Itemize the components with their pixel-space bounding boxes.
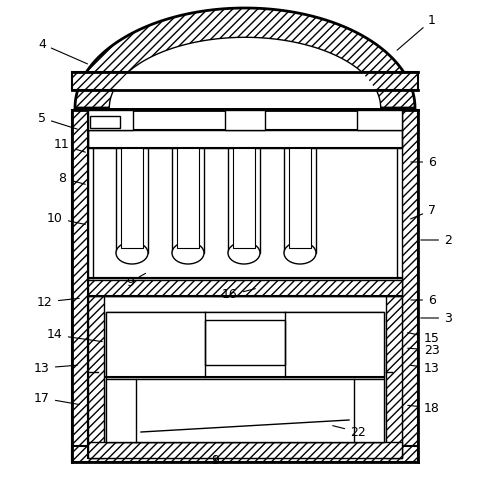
- Bar: [386, 296, 402, 458]
- Text: 23: 23: [408, 344, 440, 357]
- Bar: [90, 116, 120, 128]
- Ellipse shape: [116, 242, 148, 264]
- Text: 11: 11: [54, 138, 85, 152]
- Text: 1: 1: [397, 13, 436, 50]
- Text: 22: 22: [333, 426, 366, 439]
- Ellipse shape: [172, 242, 204, 264]
- Bar: [88, 110, 402, 278]
- Text: 16: 16: [222, 289, 255, 302]
- Bar: [106, 312, 384, 377]
- Text: 9: 9: [126, 273, 145, 289]
- Ellipse shape: [228, 242, 260, 264]
- Bar: [88, 278, 402, 296]
- Text: 10: 10: [47, 212, 85, 225]
- Text: 14: 14: [47, 329, 102, 342]
- Bar: [228, 148, 260, 253]
- Polygon shape: [110, 38, 380, 108]
- Bar: [172, 148, 204, 253]
- Bar: [289, 148, 311, 248]
- Bar: [72, 110, 88, 462]
- Text: 13: 13: [411, 362, 440, 375]
- Bar: [357, 110, 402, 130]
- Bar: [106, 312, 384, 442]
- Bar: [205, 320, 285, 365]
- Text: 13: 13: [34, 362, 77, 375]
- Bar: [284, 148, 316, 253]
- Bar: [402, 110, 418, 462]
- Bar: [177, 148, 199, 248]
- Bar: [225, 110, 265, 130]
- Text: 18: 18: [408, 402, 440, 415]
- Text: 2: 2: [421, 233, 452, 246]
- Text: 5: 5: [38, 111, 78, 129]
- Bar: [88, 296, 402, 458]
- Text: 4: 4: [38, 38, 87, 64]
- Bar: [72, 446, 418, 462]
- Text: 6: 6: [411, 156, 436, 169]
- Bar: [88, 296, 104, 458]
- Bar: [72, 72, 418, 90]
- Bar: [88, 280, 402, 296]
- Bar: [106, 379, 384, 442]
- Text: 6: 6: [411, 294, 436, 307]
- Bar: [116, 148, 148, 253]
- Bar: [233, 148, 255, 248]
- Ellipse shape: [284, 242, 316, 264]
- Bar: [88, 130, 402, 148]
- Text: 17: 17: [34, 391, 79, 404]
- Text: 8: 8: [58, 172, 85, 185]
- Text: 3: 3: [421, 311, 452, 324]
- Text: 15: 15: [408, 332, 440, 345]
- Text: 7: 7: [410, 203, 436, 219]
- Polygon shape: [75, 8, 415, 108]
- Bar: [88, 110, 133, 130]
- Text: 9: 9: [211, 454, 219, 467]
- Text: 12: 12: [37, 295, 79, 308]
- Bar: [121, 148, 143, 248]
- Bar: [88, 442, 402, 458]
